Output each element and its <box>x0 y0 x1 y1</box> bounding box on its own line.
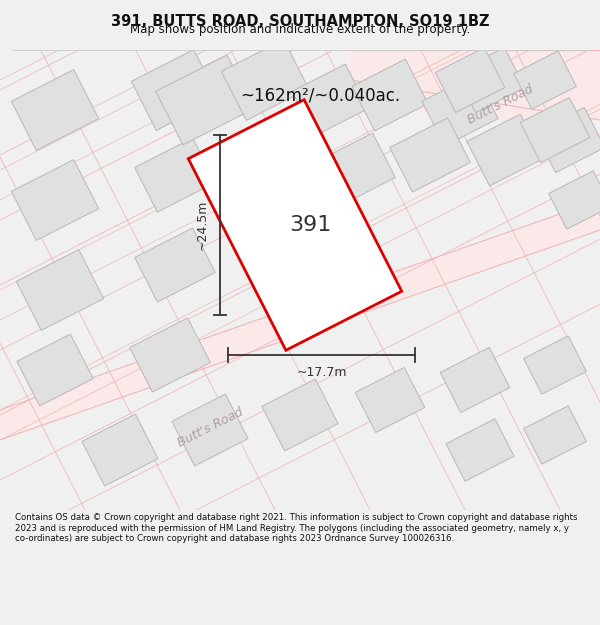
Polygon shape <box>82 414 158 486</box>
Text: Contains OS data © Crown copyright and database right 2021. This information is : Contains OS data © Crown copyright and d… <box>15 514 577 543</box>
Polygon shape <box>314 133 395 207</box>
Polygon shape <box>262 379 338 451</box>
Polygon shape <box>172 394 248 466</box>
Polygon shape <box>0 200 600 440</box>
Text: ~24.5m: ~24.5m <box>196 200 209 250</box>
Text: Map shows position and indicative extent of the property.: Map shows position and indicative extent… <box>130 23 470 36</box>
Text: Butt's Road: Butt's Road <box>175 406 245 450</box>
Polygon shape <box>440 348 510 413</box>
Polygon shape <box>292 64 368 136</box>
Polygon shape <box>352 59 428 131</box>
Polygon shape <box>11 69 98 151</box>
Polygon shape <box>435 48 505 112</box>
Text: 391, BUTTS ROAD, SOUTHAMPTON, SO19 1BZ: 391, BUTTS ROAD, SOUTHAMPTON, SO19 1BZ <box>111 14 489 29</box>
Polygon shape <box>131 49 218 131</box>
Polygon shape <box>130 318 211 392</box>
Polygon shape <box>11 159 98 241</box>
Polygon shape <box>514 51 577 109</box>
Polygon shape <box>524 406 586 464</box>
Polygon shape <box>134 228 215 302</box>
Polygon shape <box>548 171 600 229</box>
Polygon shape <box>524 336 586 394</box>
Polygon shape <box>221 39 308 121</box>
Polygon shape <box>188 100 402 350</box>
Polygon shape <box>535 107 600 172</box>
Text: ~17.7m: ~17.7m <box>296 366 347 379</box>
Polygon shape <box>156 55 254 145</box>
Polygon shape <box>455 48 525 112</box>
Polygon shape <box>467 114 543 186</box>
Polygon shape <box>446 419 514 481</box>
Polygon shape <box>16 249 104 331</box>
Polygon shape <box>422 74 498 146</box>
Text: ~162m²/~0.040ac.: ~162m²/~0.040ac. <box>240 86 400 104</box>
Polygon shape <box>355 368 425 432</box>
Text: Butt's Road: Butt's Road <box>465 83 535 127</box>
Polygon shape <box>350 50 600 120</box>
Polygon shape <box>520 98 590 162</box>
Polygon shape <box>17 334 93 406</box>
Text: 391: 391 <box>289 215 331 235</box>
Polygon shape <box>134 138 215 212</box>
Polygon shape <box>389 118 470 192</box>
